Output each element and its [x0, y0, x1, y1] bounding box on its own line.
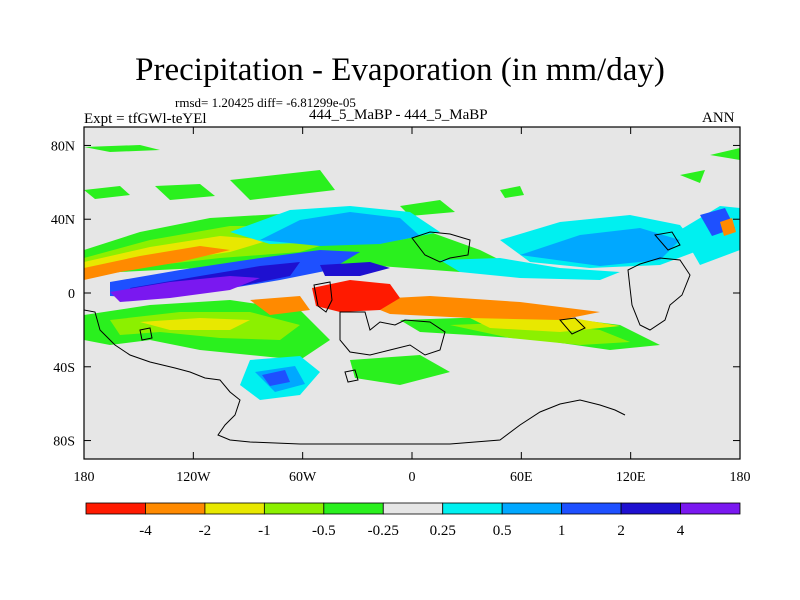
colorbar-label: -1	[258, 523, 271, 539]
equatorial-cyan-strip	[440, 258, 620, 280]
colorbar-label: -2	[199, 523, 212, 539]
south-green-patch	[350, 355, 450, 385]
longitude-axis: 180 120W 60W 0 60E 120E 180	[74, 127, 751, 485]
north-green-patch-2	[710, 148, 740, 160]
case-label: 444_5_MaBP - 444_5_MaBP	[309, 107, 488, 123]
antarctic-outline	[84, 309, 626, 445]
colorbar-swatch	[501, 502, 563, 515]
land-outline-8	[344, 369, 359, 383]
darkblue-patch	[320, 262, 390, 276]
lat-tick-label: 80N	[51, 139, 75, 154]
land-outline-3	[411, 231, 471, 263]
colorbar-label: -0.25	[368, 523, 399, 539]
colorbar-label: -4	[139, 523, 152, 539]
colorbar-swatch	[442, 502, 503, 515]
colorbar-swatch	[620, 502, 681, 515]
colorbar-label: 4	[677, 523, 685, 539]
colorbar-label: 0.5	[493, 523, 512, 539]
colorbar-swatch	[323, 502, 384, 515]
map-field	[84, 127, 740, 459]
north-green-blob-4	[400, 200, 455, 216]
land-outlines	[84, 231, 691, 445]
north-green-blob-2	[155, 184, 215, 200]
lon-tick-label: 60E	[510, 470, 533, 485]
colorbar-swatch	[204, 502, 265, 515]
colorbar-swatch	[680, 502, 741, 515]
south-blue-patch	[262, 370, 290, 386]
orange-patch	[250, 296, 310, 315]
land-outline-7	[139, 327, 153, 341]
north-green-blob-3	[230, 170, 335, 200]
south-yellow-band	[140, 318, 250, 330]
lon-tick-label: 120E	[616, 470, 646, 485]
lon-tick-label: 180	[74, 470, 95, 485]
colorbar-swatch	[263, 502, 325, 515]
colorbar-label: 2	[617, 523, 625, 539]
lat-tick-label: 40S	[53, 361, 75, 376]
colorbar-swatch	[145, 502, 206, 515]
map-title: Precipitation - Evaporation (in mm/day)	[135, 52, 665, 88]
land-outline-1	[313, 281, 333, 313]
lon-tick-label: 0	[409, 470, 416, 485]
north-lightblue-region	[260, 212, 420, 246]
land-outline-5	[654, 231, 681, 251]
lon-tick-label: 120W	[176, 470, 211, 485]
lat-tick-label: 0	[68, 287, 75, 302]
lon-tick-label: 60W	[289, 470, 317, 485]
lat-tick-label: 40N	[51, 213, 75, 228]
land-outline-2	[339, 311, 446, 356]
lat-tick-label: 80S	[53, 435, 75, 450]
colorbar-label: -0.5	[312, 523, 336, 539]
north-green-belt	[84, 145, 160, 152]
colorbar-label: 1	[558, 523, 566, 539]
colorbar-swatch	[85, 502, 146, 515]
colorbar-swatch	[561, 502, 622, 515]
east-yellow-band	[470, 316, 620, 332]
equatorial-orange-band	[355, 296, 600, 320]
far-east-orange	[720, 218, 736, 236]
north-orange-band	[84, 246, 230, 280]
north-green-blob-1	[84, 186, 130, 199]
north-green-patch	[680, 170, 705, 183]
lon-tick-label: 180	[730, 470, 751, 485]
colorbar: -4 -2 -1 -0.5 -0.25 0.25 0.5 1 2 4	[85, 502, 741, 539]
land-outline-4	[627, 257, 691, 331]
colorbar-label: 0.25	[430, 523, 456, 539]
season-label: ANN	[702, 110, 735, 126]
northeast-lightblue-region	[520, 228, 680, 266]
latitude-axis: 80N 40N 0 40S 80S	[51, 139, 740, 450]
stats-subtitle: rmsd= 1.20425 diff= -6.81299e-05	[175, 95, 356, 110]
land-outline-6	[559, 317, 586, 335]
equatorial-purple-band	[110, 276, 260, 302]
north-green-blob-5	[500, 186, 524, 198]
experiment-label: Expt = tfGWl-teYEl	[84, 111, 207, 127]
colorbar-swatch	[382, 502, 444, 515]
equatorial-red-region	[312, 280, 400, 312]
